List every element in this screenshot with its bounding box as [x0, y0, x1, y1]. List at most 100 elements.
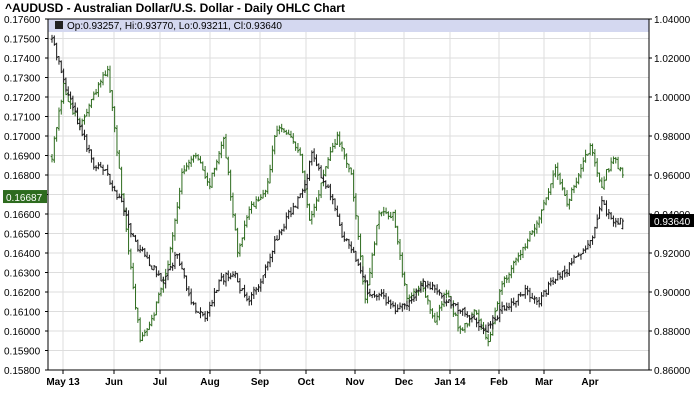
- ohlc-bar: [296, 142, 300, 153]
- ohlc-bar: [215, 289, 219, 293]
- ohlc-bar: [503, 276, 506, 288]
- x-tick-label: Sep: [251, 377, 269, 388]
- x-tick-label: Feb: [490, 377, 508, 388]
- ohlc-bar: [182, 267, 186, 279]
- ohlc-bar: [157, 270, 161, 276]
- ohlc-bar: [537, 296, 541, 308]
- ohlc-bar: [278, 125, 281, 135]
- right-price-axis: 1.040001.020001.000000.980000.960000.940…: [649, 15, 691, 377]
- series-right-bars: [50, 34, 625, 335]
- ohlc-bar: [375, 224, 379, 246]
- ohlc-bar: [621, 167, 625, 178]
- ohlc-bar: [396, 225, 399, 245]
- ohlc-bar: [336, 131, 339, 145]
- ohlc-bar: [565, 269, 569, 277]
- ohlc-bar: [208, 178, 212, 190]
- ohlc-bar: [459, 325, 462, 334]
- ohlc-bar: [99, 161, 103, 168]
- ohlc-bar: [493, 316, 497, 322]
- ohlc-bar: [356, 215, 360, 240]
- left-tick-label: 0.16400: [4, 249, 41, 260]
- ohlc-bar: [556, 162, 560, 180]
- ohlc-bar: [115, 125, 119, 157]
- ohlc-bar: [609, 157, 613, 172]
- ohlc-bar: [178, 252, 181, 266]
- ohlc-bar: [129, 223, 133, 238]
- ohlc-bar: [264, 189, 267, 198]
- ohlc-bar: [194, 302, 198, 314]
- ohlc-bar: [438, 304, 441, 321]
- ohlc-bar: [568, 262, 571, 276]
- ohlc-bar: [391, 301, 395, 308]
- ohlc-bar: [245, 215, 249, 228]
- ohlc-bar: [349, 241, 353, 254]
- ohlc-bar: [607, 209, 611, 220]
- ohlc-bar: [187, 286, 191, 297]
- ohlc-bar: [141, 246, 144, 252]
- ohlc-bar: [510, 265, 513, 279]
- ohlc-bar: [78, 119, 82, 131]
- ohlc-bar: [99, 79, 103, 88]
- ohlc-bar: [405, 284, 409, 302]
- ohlc-bar: [252, 286, 256, 299]
- right-last-value-tag: 0.93640: [650, 214, 694, 228]
- x-tick-label: May 13: [46, 377, 80, 388]
- ohlc-bar: [66, 86, 70, 97]
- ohlc-bar: [141, 332, 144, 342]
- ohlc-bar: [547, 281, 550, 295]
- ohlc-bar: [62, 68, 65, 83]
- ohlc-bar: [347, 238, 351, 249]
- ohlc-bar: [363, 274, 367, 283]
- ohlc-bar: [584, 149, 587, 163]
- ohlc-bar: [87, 144, 91, 154]
- ohlc-bar: [468, 314, 471, 323]
- ohlc-bar: [238, 243, 242, 257]
- ohlc-bar: [155, 266, 158, 278]
- ohlc-bar: [461, 327, 464, 331]
- ohlc-bar: [124, 207, 128, 217]
- ohlc-bar: [273, 236, 277, 254]
- ohlc-bar: [373, 241, 376, 256]
- ohlc-bar: [461, 308, 464, 316]
- ohlc-bar: [600, 177, 604, 189]
- ohlc-bar: [454, 303, 457, 307]
- ohlc-bar: [189, 288, 193, 305]
- ohlc-bar: [530, 230, 534, 235]
- ohlc-bar: [549, 277, 553, 287]
- ohlc-bar: [491, 315, 495, 330]
- ohlc-bar: [440, 301, 444, 311]
- ohlc-bar: [387, 296, 390, 305]
- ohlc-bar: [533, 295, 536, 304]
- ohlc-bar: [180, 168, 184, 195]
- ohlc-bar: [85, 133, 89, 152]
- left-tick-label: 0.16200: [4, 288, 41, 299]
- ohlc-bar: [570, 258, 573, 266]
- ohlc-bar: [254, 287, 258, 295]
- ohlc-bar: [500, 280, 504, 295]
- ohlc-bar: [331, 142, 335, 153]
- ohlc-bar: [136, 307, 140, 323]
- ohlc-bar: [238, 278, 242, 294]
- ohlc-bar: [614, 156, 618, 164]
- ohlc-bar: [602, 176, 606, 190]
- ohlc-bar: [175, 253, 179, 259]
- ohlc-bar: [129, 248, 133, 270]
- ohlc-bar: [452, 300, 455, 318]
- ohlc-bar: [178, 187, 181, 210]
- ohlc-bar: [203, 311, 207, 322]
- ohlc-bar: [405, 300, 409, 310]
- ohlc-bar: [227, 270, 230, 282]
- ohlc-bar: [607, 168, 611, 173]
- ohlc-bar: [486, 322, 490, 334]
- ohlc-bar: [273, 134, 277, 155]
- ohlc-bar: [472, 315, 476, 320]
- ohlc-bar: [456, 302, 460, 314]
- ohlc-bar: [454, 312, 457, 317]
- ohlc-bar: [503, 305, 506, 311]
- ohlc-bar: [287, 129, 290, 135]
- left-tick-label: 0.17500: [4, 35, 41, 46]
- ohlc-bar: [389, 299, 393, 309]
- ohlc-bar: [243, 220, 246, 241]
- ohlc-bar: [519, 292, 522, 297]
- ohlc-bar: [563, 265, 567, 278]
